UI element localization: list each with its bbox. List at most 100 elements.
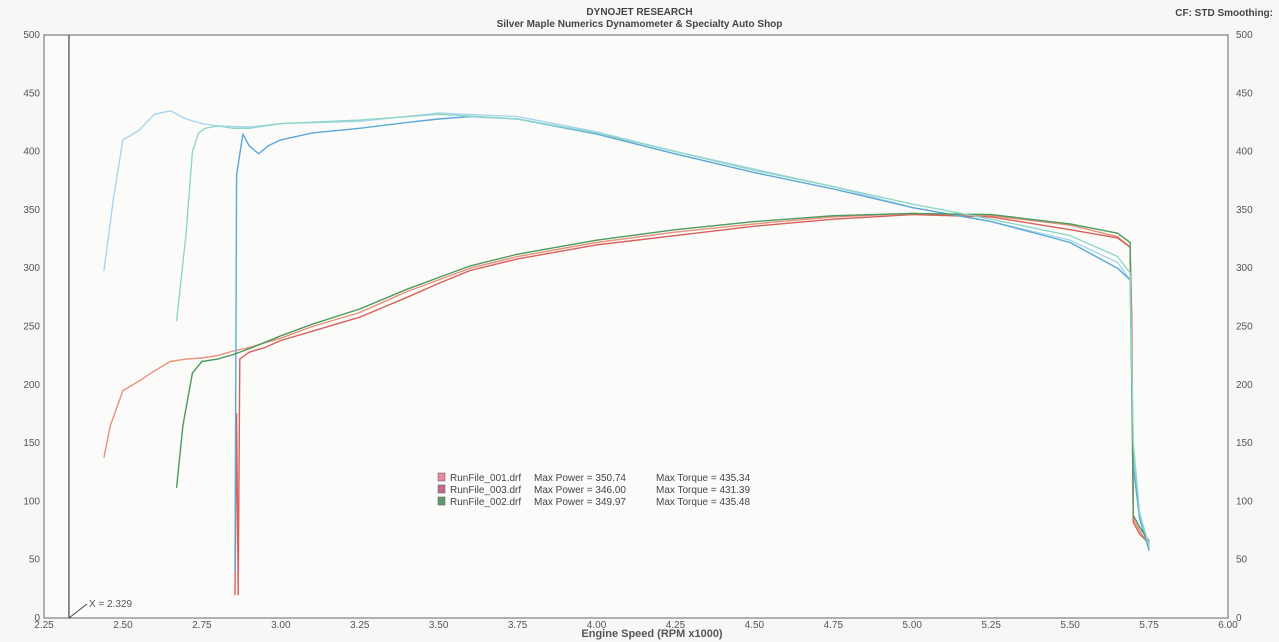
data-point (234, 594, 236, 596)
data-point (517, 258, 519, 260)
data-point (990, 213, 992, 216)
chart-title: DYNOJET RESEARCH (586, 7, 693, 18)
data-point (122, 390, 124, 392)
data-point (235, 174, 238, 176)
data-point (103, 269, 105, 272)
data-point (280, 123, 282, 125)
data-point (1069, 224, 1071, 226)
legend-power: Max Power = 349.97 (534, 497, 626, 508)
y-tick-label-left: 450 (23, 88, 40, 99)
data-point (595, 239, 598, 241)
data-point (595, 131, 598, 133)
y-tick-label-left: 50 (29, 555, 41, 566)
y-tick-label-left: 100 (23, 496, 40, 507)
data-point (674, 151, 677, 153)
data-point (311, 330, 313, 332)
legend-file: RunFile_003.drf (450, 485, 521, 496)
data-point (185, 118, 187, 120)
data-point (1138, 533, 1141, 535)
y-tick-label-right: 450 (1236, 88, 1253, 99)
x-axis-label: Engine Speed (RPM x1000) (581, 628, 723, 640)
data-point (517, 255, 519, 258)
y-tick-label-right: 250 (1236, 322, 1253, 333)
data-point (359, 120, 361, 122)
data-point (1138, 518, 1141, 520)
x-tick-label: 3.25 (350, 620, 370, 631)
data-point (832, 215, 834, 217)
y-tick-label-right: 0 (1236, 613, 1242, 624)
x-tick-label: 3.00 (271, 620, 291, 631)
data-point (674, 153, 677, 155)
data-point (911, 212, 913, 214)
data-point (990, 216, 992, 218)
series-line-1 (103, 110, 1150, 549)
data-point (169, 110, 171, 112)
y-tick-label-right: 150 (1236, 438, 1253, 449)
data-point (990, 215, 992, 217)
cursor-label: X = 2.329 (89, 599, 133, 610)
legend-torque: Max Torque = 435.34 (656, 473, 750, 484)
data-point (1116, 261, 1119, 263)
x-tick-label: 4.50 (745, 620, 765, 631)
cursor-pointer (68, 603, 88, 619)
data-point (112, 197, 115, 199)
y-tick-label-left: 200 (23, 380, 40, 391)
y-tick-label-right: 200 (1236, 380, 1253, 391)
data-point (674, 234, 677, 237)
y-tick-label-left: 300 (23, 263, 40, 274)
data-point (185, 232, 187, 234)
data-point (832, 185, 834, 188)
legend-swatch (437, 484, 446, 494)
data-point (1116, 255, 1119, 258)
data-point (280, 339, 282, 342)
x-tick-label: 3.75 (508, 620, 528, 631)
data-point (239, 358, 241, 360)
data-point (242, 133, 244, 135)
data-point (832, 216, 834, 218)
data-point (311, 323, 313, 325)
y-tick-label-left: 350 (23, 205, 40, 216)
data-point (990, 218, 992, 220)
legend-swatch (437, 472, 446, 482)
data-point (280, 139, 282, 141)
data-point (153, 113, 156, 115)
y-tick-label-right: 500 (1236, 30, 1253, 41)
data-point (359, 127, 361, 129)
data-point (1069, 241, 1071, 244)
data-point (1069, 223, 1071, 225)
data-point (832, 218, 834, 220)
data-point (1148, 540, 1150, 542)
data-point (753, 225, 756, 227)
y-tick-label-right: 50 (1236, 555, 1248, 566)
data-point (217, 125, 219, 127)
y-tick-label-left: 400 (23, 147, 40, 158)
data-point (911, 203, 913, 205)
data-point (753, 220, 756, 223)
data-point (359, 308, 361, 310)
x-tick-label: 5.25 (981, 620, 1001, 631)
data-point (753, 169, 756, 171)
y-tick-label-left: 150 (23, 438, 40, 449)
data-point (1116, 237, 1119, 239)
data-point (990, 220, 992, 223)
data-point (237, 594, 239, 596)
legend-file: RunFile_001.drf (450, 473, 521, 484)
x-tick-label: 2.50 (113, 620, 133, 631)
data-point (217, 355, 219, 357)
data-point (359, 311, 361, 314)
data-point (438, 112, 440, 114)
data-point (185, 358, 187, 360)
plot-area (43, 34, 1229, 619)
data-point (201, 357, 203, 359)
data-point (191, 151, 193, 153)
y-tick-label-right: 300 (1236, 263, 1253, 274)
data-point (595, 132, 598, 134)
data-point (1132, 442, 1134, 444)
data-point (753, 223, 756, 225)
data-point (911, 213, 913, 216)
data-point (109, 425, 111, 427)
data-point (1148, 545, 1150, 547)
data-point (753, 171, 756, 174)
data-point (438, 279, 440, 281)
